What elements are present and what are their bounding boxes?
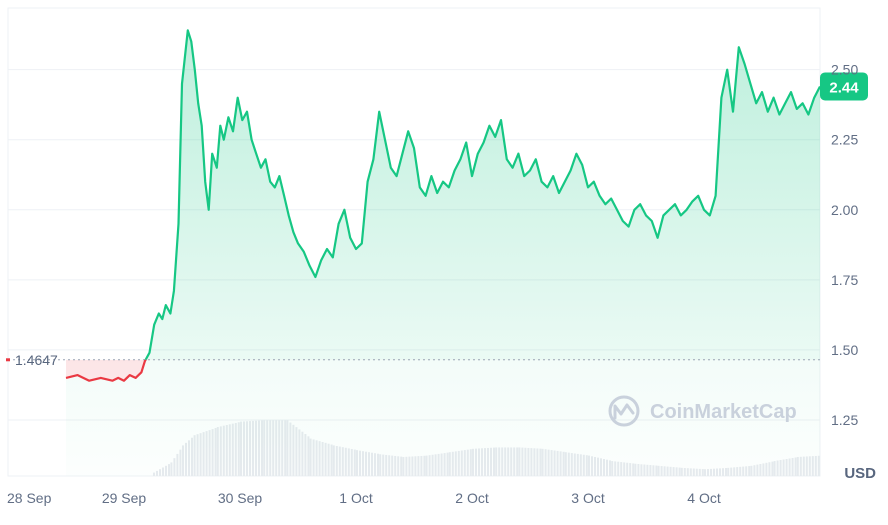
x-tick-label: 28 Sep (7, 490, 52, 506)
price-line (65, 29, 821, 382)
area-below-reference (66, 359, 820, 476)
y-tick-label: 2.50 (831, 62, 858, 78)
price-line-up (144, 29, 821, 360)
reference-price-tag: 1.4647 (6, 352, 58, 368)
x-tick-label: 2 Oct (455, 490, 489, 506)
reference-price-label: 1.4647 (15, 352, 58, 368)
x-tick-label: 30 Sep (218, 490, 263, 506)
watermark-text: CoinMarketCap (650, 401, 797, 423)
price-area-fill (66, 30, 820, 476)
area-loss-fill (66, 359, 820, 381)
y-tick-label: 1.25 (831, 412, 858, 428)
y-tick-label: 2.00 (831, 202, 858, 218)
currency-unit-label: USD (844, 465, 876, 482)
x-tick-label: 29 Sep (102, 490, 147, 506)
y-tick-label: 1.50 (831, 342, 858, 358)
x-tick-label: 4 Oct (687, 490, 721, 506)
current-price-label: 2.44 (829, 79, 859, 96)
area-above-reference (145, 30, 820, 360)
current-price-badge: 2.44 (820, 72, 868, 101)
x-tick-label: 3 Oct (571, 490, 605, 506)
y-tick-label: 2.25 (831, 132, 858, 148)
x-tick-label: 1 Oct (339, 490, 373, 506)
x-axis-ticks: 28 Sep 29 Sep 30 Sep 1 Oct 2 Oct 3 Oct 4 Oct (7, 490, 721, 506)
watermark: CoinMarketCap (608, 395, 797, 427)
y-axis-ticks: 1.25 1.50 1.75 2.00 2.25 2.50 (831, 62, 858, 428)
y-tick-label: 1.75 (831, 272, 858, 288)
coinmarketcap-logo-icon (608, 395, 640, 427)
